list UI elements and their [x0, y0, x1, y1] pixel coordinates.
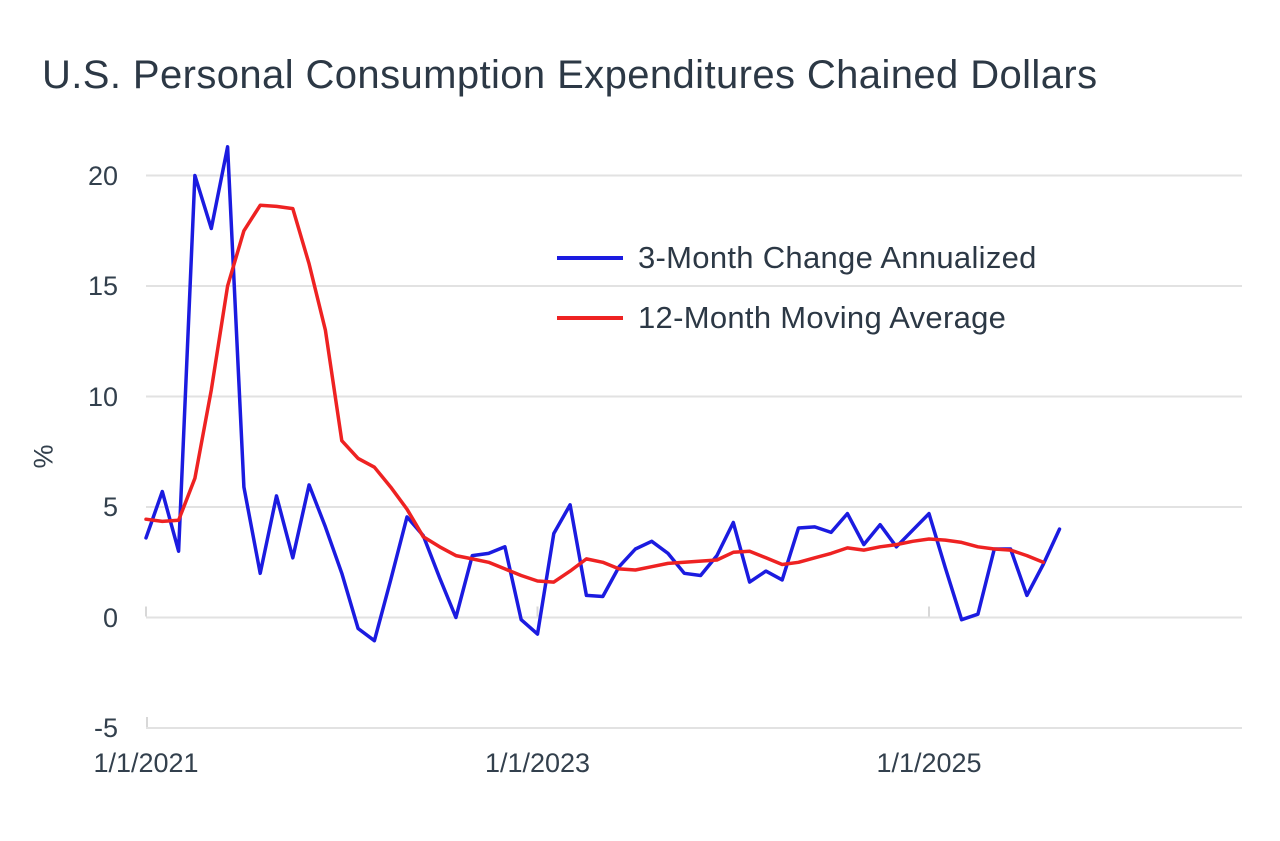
legend-item-12-month-moving-average[interactable]: 12-Month Moving Average — [557, 300, 1037, 336]
chart-title: U.S. Personal Consumption Expenditures C… — [42, 53, 1098, 97]
x-tick-2023: 1/1/2023 — [484, 748, 591, 778]
legend-item-3-month-change[interactable]: 3-Month Change Annualized — [557, 240, 1037, 276]
x-axis-ticks — [145, 606, 930, 727]
line-3-month-change — [144, 145, 1062, 643]
legend-label: 12-Month Moving Average — [638, 300, 1007, 335]
line-12-month-moving-average — [144, 203, 1045, 584]
y-tick-10: 10 — [87, 381, 118, 412]
y-tick-neg5: -5 — [93, 713, 118, 743]
gridlines — [146, 174, 1242, 729]
y-tick-0: 0 — [102, 602, 118, 633]
x-tick-2021: 1/1/2021 — [93, 748, 199, 778]
legend-swatch-red-line — [557, 316, 623, 320]
y-tick-5: 5 — [102, 492, 118, 522]
legend-swatch-blue-line — [557, 256, 623, 260]
x-tick-2025: 1/1/2025 — [876, 748, 982, 778]
y-tick-20: 20 — [87, 160, 118, 191]
legend: 3-Month Change Annualized 12-Month Movin… — [557, 240, 1037, 360]
y-axis-label: % — [28, 444, 59, 469]
legend-label: 3-Month Change Annualized — [638, 240, 1037, 275]
y-tick-15: 15 — [87, 271, 118, 301]
